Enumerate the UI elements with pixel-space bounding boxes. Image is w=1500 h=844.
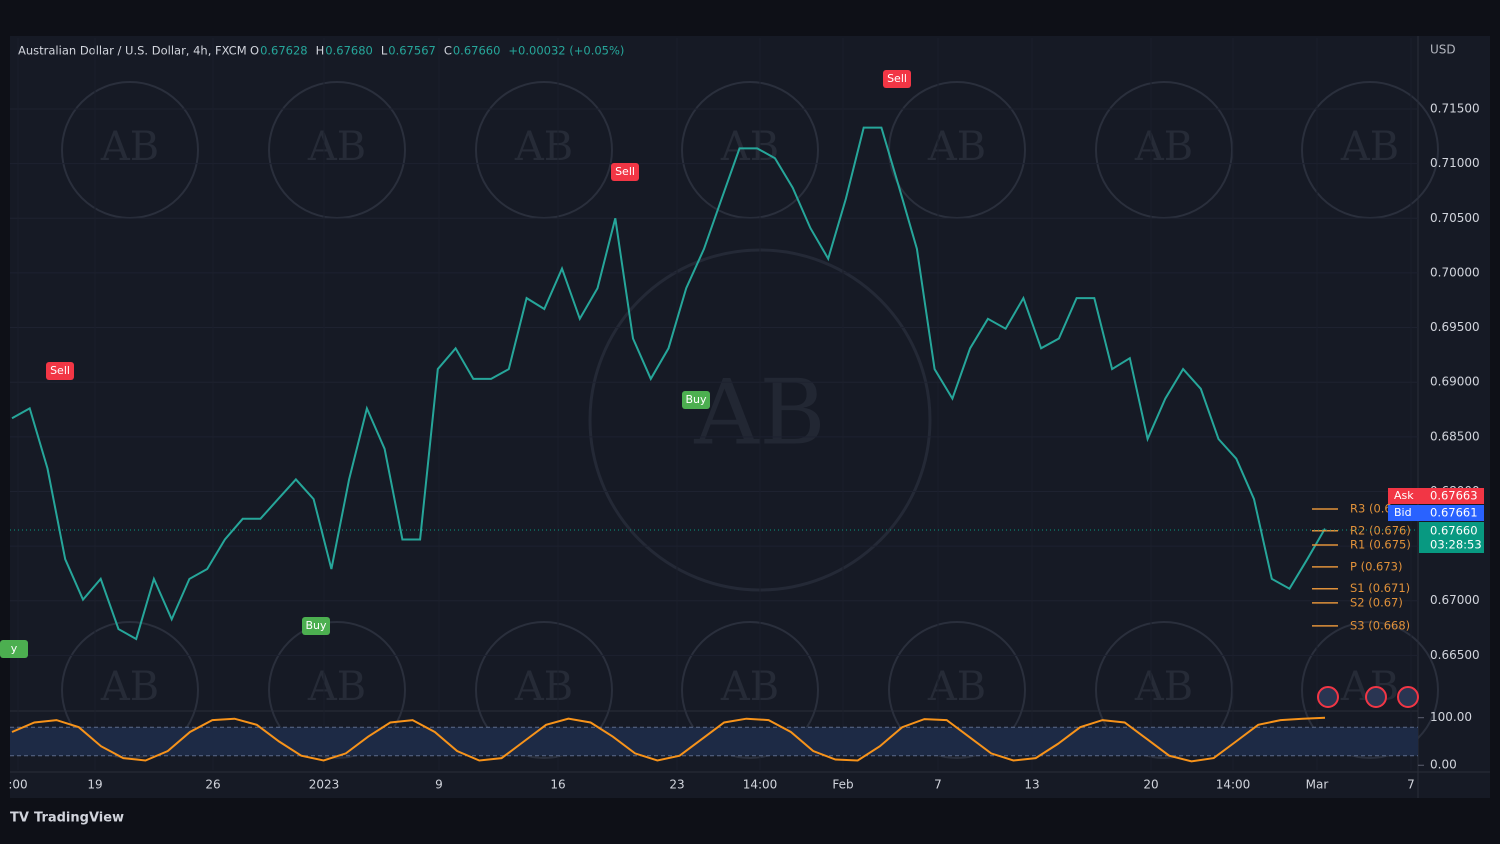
x-tick-label: 14:00 xyxy=(743,778,778,792)
x-tick-label: Feb xyxy=(832,778,853,792)
x-tick-label: 7 xyxy=(1407,778,1415,792)
last-tag xyxy=(1419,522,1484,553)
watermark-text: AB xyxy=(927,664,986,710)
watermark-text: AB xyxy=(1340,124,1399,170)
ohlc-value: 0.67660 xyxy=(453,44,501,58)
ohlc-label: C xyxy=(444,44,452,58)
pivot-label: P (0.673) xyxy=(1350,559,1403,573)
watermark-ring xyxy=(888,621,1026,759)
ask-value: 0.67663 xyxy=(1430,489,1478,503)
pivot-label: R2 (0.676) xyxy=(1350,523,1411,537)
watermark-text: AB xyxy=(927,124,986,170)
watermark-ring xyxy=(475,621,613,759)
signal-label: Buy xyxy=(685,393,707,406)
x-tick-label: 23 xyxy=(669,778,684,792)
osc-band xyxy=(10,727,1418,756)
footer-brand[interactable]: TradingView xyxy=(34,811,124,826)
watermark-text: AB xyxy=(514,664,573,710)
y-tick-label: 0.71500 xyxy=(1430,102,1480,116)
countdown: 03:28:53 xyxy=(1430,538,1482,552)
symbol-title: Australian Dollar / U.S. Dollar, 4h, FXC… xyxy=(18,44,247,58)
chart-pane xyxy=(10,36,1490,798)
price-line xyxy=(11,716,1326,763)
x-tick-label: 20 xyxy=(1143,778,1158,792)
change: +0.00032 (+0.05%) xyxy=(508,44,624,58)
watermark-text: AB xyxy=(1134,664,1193,710)
y-tick-label: 0.66500 xyxy=(1430,648,1480,662)
event-flag xyxy=(1365,686,1387,708)
ask-tag xyxy=(1388,488,1484,504)
last-value: 0.67660 xyxy=(1430,524,1478,538)
y-tick-label: 0.68500 xyxy=(1430,429,1480,443)
pivot-label: S3 (0.668) xyxy=(1350,618,1410,632)
watermark-text: AB xyxy=(514,124,573,170)
watermark-ring xyxy=(681,621,819,759)
watermark-text: AB xyxy=(307,664,366,710)
x-tick-label: 19 xyxy=(87,778,102,792)
signal-badge xyxy=(46,362,74,380)
y-tick-label: 0.70500 xyxy=(1430,211,1480,225)
y-tick-label: 0.69500 xyxy=(1430,320,1480,334)
pivot-label: S2 (0.67) xyxy=(1350,595,1403,609)
signal-badge xyxy=(611,163,639,181)
watermark-text: AB xyxy=(1134,124,1193,170)
pivot-label: R3 (0.6 xyxy=(1350,501,1392,515)
x-tick-label: 14:00 xyxy=(1216,778,1251,792)
ohlc-value: 0.67567 xyxy=(388,44,436,58)
x-tick-label: :00 xyxy=(8,778,27,792)
x-tick-label: 2023 xyxy=(309,778,340,792)
price-line xyxy=(11,126,1326,641)
x-tick-label: Mar xyxy=(1306,778,1329,792)
x-tick-label: 9 xyxy=(435,778,443,792)
signal-label: Sell xyxy=(887,72,907,85)
watermark-text: AB xyxy=(307,124,366,170)
pivot-label: S1 (0.671) xyxy=(1350,581,1410,595)
ohlc-label: O xyxy=(250,44,259,58)
watermark-ring xyxy=(268,621,406,759)
bid-tag xyxy=(1388,505,1484,521)
ohlc-value: 0.67680 xyxy=(325,44,373,58)
signal-label: Sell xyxy=(615,165,635,178)
signal-badge xyxy=(302,617,330,635)
event-flag xyxy=(1317,686,1339,708)
signal-badge xyxy=(0,640,28,658)
x-tick-label: 26 xyxy=(205,778,220,792)
osc-tick-label: 0.00 xyxy=(1430,758,1457,772)
pivot-label: R1 (0.675) xyxy=(1350,538,1411,552)
currency: USD xyxy=(1430,43,1456,57)
signal-badge xyxy=(883,70,911,88)
watermark-text: AB xyxy=(720,664,779,710)
ohlc-label: H xyxy=(316,44,325,58)
y-tick-label: 0.67000 xyxy=(1430,593,1480,607)
watermark-text: AB xyxy=(100,124,159,170)
signal-label: Sell xyxy=(50,364,70,377)
watermark-ring xyxy=(1301,621,1439,759)
signal-label: y xyxy=(11,642,18,655)
event-flag xyxy=(1397,686,1419,708)
watermark-text: AB xyxy=(720,124,779,170)
ohlc-label: L xyxy=(381,44,388,58)
x-tick-label: 16 xyxy=(550,778,565,792)
y-tick-label: 0.69000 xyxy=(1430,375,1480,389)
main-plot xyxy=(10,38,1418,770)
x-tick-label: 13 xyxy=(1024,778,1039,792)
bid-label: Bid xyxy=(1394,506,1412,519)
y-tick-label: 0.71000 xyxy=(1430,156,1480,170)
watermark-text: AB xyxy=(100,664,159,710)
signal-badge xyxy=(682,391,710,409)
ask-label: Ask xyxy=(1394,489,1414,502)
signal-label: Buy xyxy=(305,619,327,632)
ohlc-value: 0.67628 xyxy=(260,44,308,58)
watermark-ring xyxy=(1095,621,1233,759)
osc-tick-label: 100.00 xyxy=(1430,710,1472,724)
x-tick-label: 7 xyxy=(934,778,942,792)
footer-logo: TV xyxy=(10,811,29,826)
y-tick-label: 0.70000 xyxy=(1430,265,1480,279)
bid-value: 0.67661 xyxy=(1430,506,1478,520)
